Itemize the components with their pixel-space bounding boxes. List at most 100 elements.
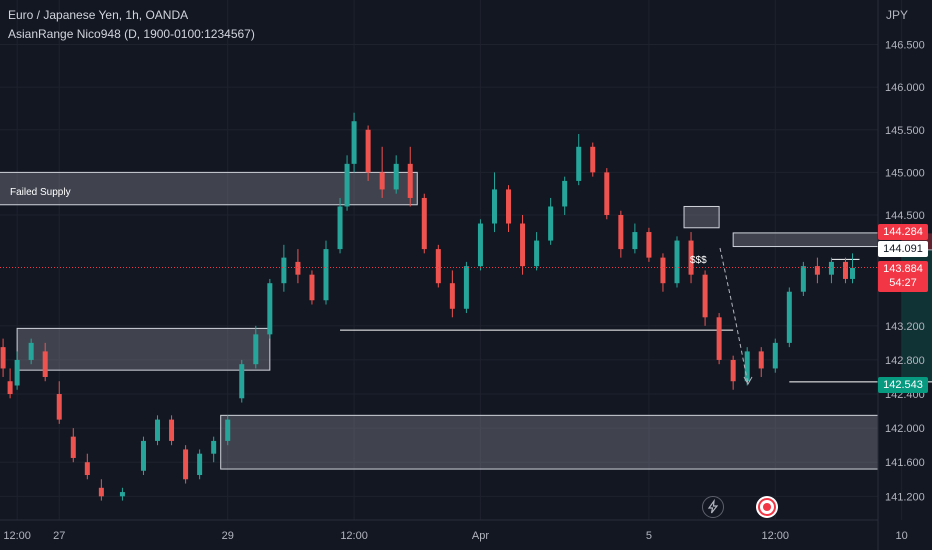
candle-body[interactable] xyxy=(351,121,357,164)
candle-body[interactable] xyxy=(211,440,217,454)
candle-body[interactable] xyxy=(309,274,315,301)
last-price-tag: 143.884 54:27 xyxy=(878,261,928,292)
lightning-icon[interactable] xyxy=(702,496,724,518)
indicator-title: AsianRange Nico948 (D, 1900-0100:1234567… xyxy=(8,27,255,41)
candle-body[interactable] xyxy=(632,232,638,250)
candle-body[interactable] xyxy=(850,267,855,279)
candle-body[interactable] xyxy=(548,206,554,241)
candle-body[interactable] xyxy=(463,266,469,309)
candle-body[interactable] xyxy=(0,347,6,369)
candle-body[interactable] xyxy=(98,487,104,497)
last-price-value: 143.884 xyxy=(883,263,923,275)
x-tick-label: 12:00 xyxy=(762,530,790,542)
candle-body[interactable] xyxy=(365,129,371,173)
candle-body[interactable] xyxy=(140,440,146,471)
candle-body[interactable] xyxy=(183,449,189,480)
candle-body[interactable] xyxy=(590,146,596,173)
candle-body[interactable] xyxy=(337,206,343,250)
y-tick-label: 146.500 xyxy=(885,40,925,52)
failed-supply-label: Failed Supply xyxy=(10,187,71,198)
candle-body[interactable] xyxy=(534,240,540,267)
candle-body[interactable] xyxy=(421,197,427,250)
x-tick-label: 27 xyxy=(53,530,65,542)
bar-countdown: 54:27 xyxy=(889,277,917,289)
y-tick-label: 143.200 xyxy=(885,321,925,333)
target-price-tag: 142.543 xyxy=(878,377,928,393)
x-tick-label: 29 xyxy=(222,530,234,542)
currency-label[interactable]: JPY xyxy=(885,8,908,22)
candle-body[interactable] xyxy=(197,453,203,476)
candle-body[interactable] xyxy=(225,419,231,441)
y-tick-label: 142.800 xyxy=(885,355,925,367)
candle-body[interactable] xyxy=(267,283,273,335)
supply-demand-zone[interactable] xyxy=(16,327,271,371)
candle-body[interactable] xyxy=(119,492,125,497)
candle-body[interactable] xyxy=(323,249,329,301)
candle-body[interactable] xyxy=(239,364,245,399)
candle-body[interactable] xyxy=(7,381,13,395)
y-tick-label: 146.000 xyxy=(885,82,925,94)
candle-body[interactable] xyxy=(576,146,582,181)
x-tick-label: 12:00 xyxy=(3,530,31,542)
projection-path xyxy=(719,247,749,385)
record-icon[interactable] xyxy=(756,496,778,518)
candle-body[interactable] xyxy=(618,215,624,250)
supply-demand-zone[interactable] xyxy=(732,232,879,248)
projection-arrowhead xyxy=(743,376,753,386)
candle-body[interactable] xyxy=(520,223,526,267)
candle-body[interactable] xyxy=(379,172,385,190)
tp-upper-price-tag: 144.284 xyxy=(878,224,928,240)
liquidity-label: $$$ xyxy=(690,255,707,266)
y-tick-label: 141.600 xyxy=(885,457,925,469)
candle-body[interactable] xyxy=(56,394,62,420)
candle-body[interactable] xyxy=(407,163,413,198)
supply-demand-zone[interactable] xyxy=(683,205,720,229)
candle-body[interactable] xyxy=(800,266,806,292)
candle-body[interactable] xyxy=(393,163,399,190)
candle-body[interactable] xyxy=(491,189,497,224)
candle-body[interactable] xyxy=(604,172,610,215)
candle-body[interactable] xyxy=(660,257,666,284)
candle-body[interactable] xyxy=(295,261,301,275)
candle-body[interactable] xyxy=(646,232,652,258)
candle-body[interactable] xyxy=(449,283,455,309)
y-tick-label: 142.000 xyxy=(885,423,925,435)
y-tick-label: 145.000 xyxy=(885,167,925,179)
candle-body[interactable] xyxy=(716,317,722,360)
candle-body[interactable] xyxy=(828,261,834,275)
candle-body[interactable] xyxy=(344,163,350,207)
y-tick-label: 144.500 xyxy=(885,210,925,222)
candle-body[interactable] xyxy=(814,266,820,275)
entry-price-tag: 144.091 xyxy=(878,241,928,257)
symbol-title: Euro / Japanese Yen, 1h, OANDA xyxy=(8,8,189,22)
candle-body[interactable] xyxy=(688,240,694,275)
candle-body[interactable] xyxy=(169,419,175,441)
candle-body[interactable] xyxy=(281,257,287,284)
candle-body[interactable] xyxy=(758,351,764,369)
candle-body[interactable] xyxy=(477,223,483,267)
candle-body[interactable] xyxy=(14,359,20,386)
candle-body[interactable] xyxy=(674,240,680,284)
x-tick-label: 12:00 xyxy=(340,530,368,542)
candle-body[interactable] xyxy=(42,351,48,377)
candle-body[interactable] xyxy=(730,359,736,382)
candle-body[interactable] xyxy=(70,436,76,458)
candle-body[interactable] xyxy=(435,249,441,284)
candle-body[interactable] xyxy=(772,342,778,369)
candle-body[interactable] xyxy=(786,291,792,343)
y-tick-label: 141.200 xyxy=(885,491,925,503)
x-tick-label: Apr xyxy=(472,530,489,542)
supply-demand-zone[interactable] xyxy=(220,414,879,470)
candle-body[interactable] xyxy=(744,351,750,382)
candle-body[interactable] xyxy=(842,261,848,279)
candle-body[interactable] xyxy=(702,274,708,318)
y-tick-label: 145.500 xyxy=(885,125,925,137)
candle-body[interactable] xyxy=(506,189,512,224)
candle-body[interactable] xyxy=(253,334,259,365)
candle-body[interactable] xyxy=(28,342,34,360)
candle-body[interactable] xyxy=(562,180,568,207)
candle-body[interactable] xyxy=(155,419,161,441)
candle-body[interactable] xyxy=(84,462,90,476)
x-tick-label: 5 xyxy=(646,530,652,542)
